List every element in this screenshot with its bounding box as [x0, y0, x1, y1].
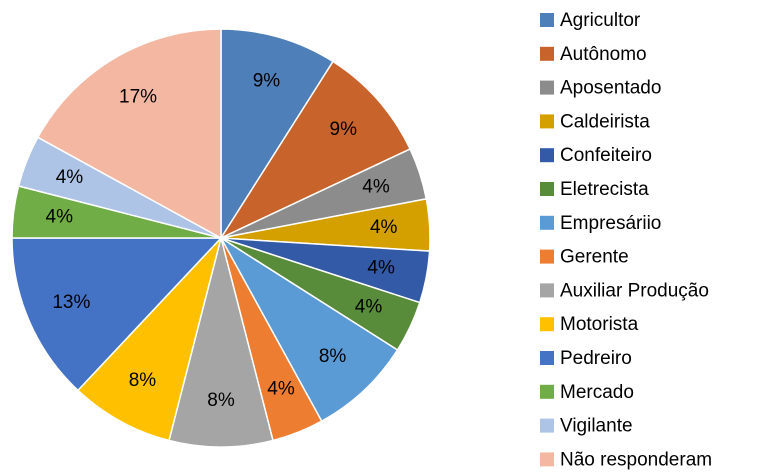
- data-label: 9%: [253, 70, 281, 91]
- legend-swatch: [540, 384, 554, 399]
- legend-swatch: [540, 249, 554, 264]
- legend-swatch: [540, 148, 554, 163]
- legend-label: Pedreiro: [560, 348, 632, 369]
- legend-swatch: [540, 80, 554, 95]
- legend-swatch: [540, 351, 554, 365]
- pie-slice: [36, 28, 222, 240]
- data-label: 4%: [56, 167, 84, 188]
- legend-label: Auxiliar Produção: [560, 280, 709, 301]
- legend-swatch: [540, 283, 554, 298]
- legend-swatch: [540, 317, 554, 332]
- pie-slice: [220, 28, 335, 241]
- legend-label: Confeiteiro: [560, 145, 652, 166]
- data-label: 8%: [129, 370, 157, 391]
- legend-swatch: [540, 182, 554, 196]
- data-label: 4%: [46, 207, 74, 228]
- pie-slice: [218, 60, 412, 240]
- legend-label: Gerente: [560, 247, 629, 268]
- data-label: 4%: [355, 296, 383, 317]
- data-label: 4%: [370, 217, 398, 238]
- legend-swatch: [540, 114, 554, 129]
- legend-label: Agricultor: [560, 10, 641, 31]
- legend-label: Não responderam: [560, 449, 712, 470]
- data-label: 8%: [319, 346, 347, 367]
- legend-swatch: [540, 452, 554, 467]
- legend-swatch: [540, 46, 554, 61]
- legend-swatch: [540, 215, 554, 230]
- legend-label: Mercado: [560, 382, 634, 403]
- legend-swatch: [540, 418, 554, 433]
- data-label: 4%: [362, 177, 390, 198]
- legend-label: Vigilante: [560, 416, 633, 437]
- legend-label: Caldeirista: [560, 111, 650, 132]
- legend-label: Autônomo: [560, 44, 647, 65]
- data-label: 13%: [52, 292, 90, 313]
- data-label: 8%: [207, 390, 235, 411]
- legend-swatch: [540, 13, 554, 27]
- data-label: 4%: [367, 258, 395, 279]
- pie-slice: [11, 237, 223, 392]
- data-label: 4%: [267, 379, 295, 400]
- data-label: 17%: [119, 87, 157, 108]
- pie-slice: [168, 237, 274, 448]
- data-label: 9%: [330, 119, 358, 140]
- legend-label: Motorista: [560, 314, 639, 335]
- legend-label: Empresáriio: [560, 213, 661, 234]
- pie-slice: [220, 237, 399, 423]
- pie-slice: [76, 237, 222, 442]
- legend-label: Eletrecista: [560, 179, 649, 200]
- legend-label: Aposentado: [560, 78, 661, 99]
